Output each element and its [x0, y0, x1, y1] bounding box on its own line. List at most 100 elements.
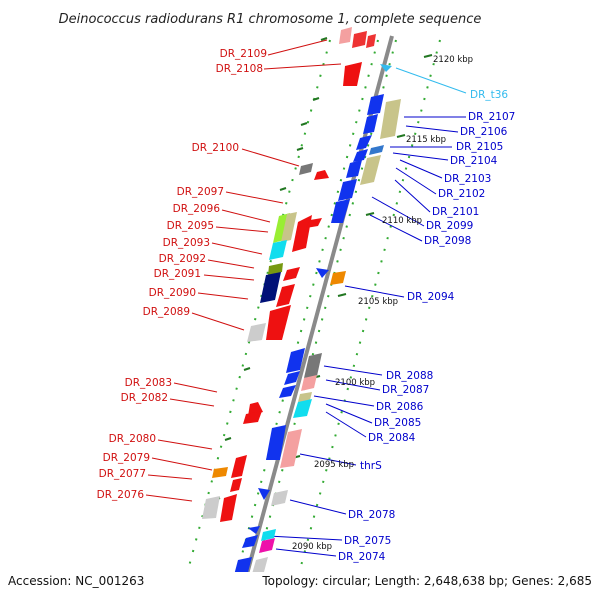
gene-label-dr2095[interactable]: DR_2095: [167, 220, 214, 232]
gene-label-dr2086[interactable]: DR_2086: [376, 401, 424, 413]
feature-dr2102: [360, 155, 381, 185]
gene-label-dr2082[interactable]: DR_2082: [121, 392, 168, 404]
gene-label-dr2108[interactable]: DR_2108: [216, 63, 263, 75]
right-leader-lines: [267, 116, 466, 557]
feature-dr2082: [243, 411, 262, 424]
left-gene-labels: DR_2109 DR_2108 DR_2100 DR_2097 DR_2096 …: [97, 48, 267, 501]
gene-label-dr2085[interactable]: DR_2085: [374, 417, 421, 429]
gene-label-dr2078[interactable]: DR_2078: [348, 509, 395, 521]
feature-dr2089b: [247, 323, 266, 342]
gene-label-dr2076[interactable]: DR_2076: [97, 489, 145, 501]
track-outer-right: [298, 39, 441, 572]
gene-label-dr2074[interactable]: DR_2074: [338, 551, 386, 563]
gene-label-dr2099[interactable]: DR_2099: [426, 220, 473, 232]
gene-label-dr-t36[interactable]: DR_t36: [470, 89, 508, 101]
gene-label-dr2102[interactable]: DR_2102: [438, 188, 485, 200]
feature-dr2093: [269, 240, 287, 260]
feature-dr2100: [299, 163, 313, 175]
feature-dr2107b: [380, 99, 401, 139]
feature-dr2091: [260, 272, 281, 303]
scale-label-2090: 2090 kbp: [292, 542, 332, 552]
feature-dr2094b: [330, 271, 346, 285]
track-inner-left: [236, 39, 379, 572]
gene-label-dr2100[interactable]: DR_2100: [192, 142, 239, 154]
gene-label-dr2084[interactable]: DR_2084: [368, 432, 416, 444]
feature-dr2095: [292, 215, 312, 252]
gene-label-dr2092[interactable]: DR_2092: [159, 253, 206, 265]
feature-bottom-e: [180, 585, 198, 600]
track-inner-right: [254, 39, 397, 572]
feature-dr2109: [339, 27, 352, 44]
gene-label-dr2107[interactable]: DR_2107: [468, 111, 515, 123]
gene-label-dr2105[interactable]: DR_2105: [456, 141, 503, 153]
gene-label-dr2088[interactable]: DR_2088: [386, 370, 433, 382]
feature-dr2089: [266, 305, 291, 340]
gene-label-dr2106[interactable]: DR_2106: [460, 126, 508, 138]
feature-dr2099: [338, 179, 357, 201]
feature-bottom-b: [252, 557, 268, 572]
feature-dr2076b: [220, 494, 237, 522]
feature-dr2101: [346, 160, 362, 178]
gene-label-dr2089[interactable]: DR_2089: [143, 306, 190, 318]
gene-label-dr2104[interactable]: DR_2104: [450, 155, 498, 167]
scale-label-2110: 2110 kbp: [382, 216, 422, 226]
gene-label-dr2097[interactable]: DR_2097: [177, 186, 224, 198]
feature-dr2088: [286, 348, 305, 373]
gene-label-dr2096[interactable]: DR_2096: [173, 203, 221, 215]
feature-dr2109b: [352, 31, 367, 48]
feature-dr2098: [331, 199, 350, 223]
feature-dr2090: [276, 284, 295, 307]
feature-dr2074b: [259, 538, 275, 553]
feature-dr2087b: [301, 375, 317, 391]
gene-label-dr2094[interactable]: DR_2094: [407, 291, 455, 303]
feature-dr2078b: [271, 490, 288, 506]
gene-label-dr2103[interactable]: DR_2103: [444, 173, 491, 185]
gene-label-dr2075[interactable]: DR_2075: [344, 535, 391, 547]
feature-dr2105: [369, 145, 384, 155]
left-leader-lines: [145, 39, 342, 502]
gene-label-dr2087[interactable]: DR_2087: [382, 384, 429, 396]
feature-dr2076: [202, 496, 220, 519]
feature-thrs: [280, 429, 302, 468]
feature-dr2096: [281, 212, 297, 242]
gene-label-dr2098[interactable]: DR_2098: [424, 235, 471, 247]
feature-dr2091b: [283, 267, 300, 281]
gene-label-dr2080[interactable]: DR_2080: [109, 433, 156, 445]
feature-bottom-d: [198, 591, 214, 600]
track-outer-left: [186, 39, 331, 572]
feature-dr2108: [343, 62, 362, 86]
gene-label-dr2083[interactable]: DR_2083: [125, 377, 172, 389]
feature-bottom-a: [234, 557, 252, 572]
scale-labels: 2120 kbp 2115 kbp 2110 kbp 2105 kbp 2100…: [292, 55, 473, 552]
gene-label-dr2109[interactable]: DR_2109: [220, 48, 267, 60]
scale-label-2100: 2100 kbp: [335, 378, 375, 388]
feature-dr2088b: [304, 353, 322, 378]
gene-label-thrs[interactable]: thrS: [360, 460, 382, 472]
feature-dr-t36: [380, 64, 392, 72]
feature-dr2109c: [366, 34, 376, 48]
feature-dr2086: [279, 385, 296, 398]
gene-label-dr2091[interactable]: DR_2091: [154, 268, 201, 280]
gene-label-dr2101[interactable]: DR_2101: [432, 206, 479, 218]
feature-dr2106: [363, 114, 378, 134]
feature-dr2087: [284, 371, 300, 385]
feature-dr2107: [367, 94, 384, 115]
feature-dr2074: [242, 535, 258, 548]
gene-label-dr2090[interactable]: DR_2090: [149, 287, 196, 299]
gene-features: [180, 27, 401, 600]
feature-dr2092: [268, 263, 283, 275]
feature-dr2079: [212, 467, 228, 478]
gene-label-dr2077[interactable]: DR_2077: [99, 468, 146, 480]
feature-dr2080: [231, 455, 247, 478]
scale-label-2120: 2120 kbp: [433, 55, 473, 65]
feature-dr2075b: [261, 529, 276, 541]
feature-dr2077: [230, 478, 242, 492]
feature-dr2103: [353, 149, 368, 162]
feature-dr2104: [356, 135, 372, 150]
gene-label-dr2093[interactable]: DR_2093: [163, 237, 210, 249]
feature-dr2075: [248, 526, 260, 534]
accession-text: Accession: NC_001263: [8, 574, 144, 588]
gene-label-dr2079[interactable]: DR_2079: [103, 452, 150, 464]
feature-dr2081: [266, 425, 286, 460]
